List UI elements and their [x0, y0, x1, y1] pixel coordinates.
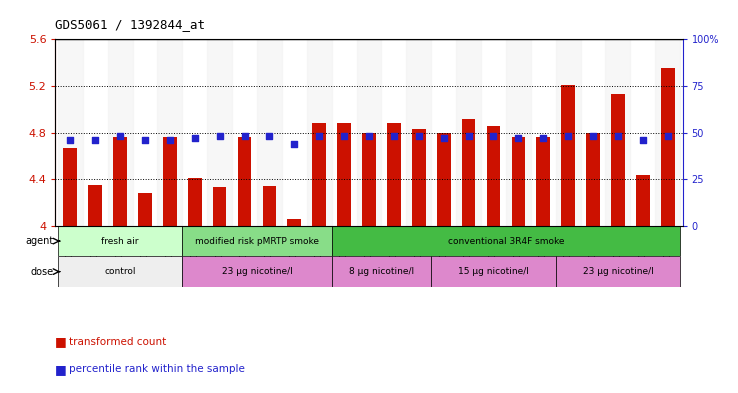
- Bar: [89, 185, 102, 226]
- Bar: [437, 132, 450, 226]
- Bar: [407, 39, 431, 226]
- Bar: [182, 256, 331, 287]
- Bar: [661, 68, 675, 226]
- Bar: [537, 137, 550, 226]
- Text: control: control: [104, 267, 136, 276]
- Point: [662, 133, 674, 140]
- Bar: [605, 39, 630, 226]
- Bar: [356, 39, 382, 226]
- Bar: [486, 126, 500, 226]
- Text: 15 μg nicotine/l: 15 μg nicotine/l: [458, 267, 529, 276]
- Bar: [312, 123, 326, 226]
- Text: agent: agent: [26, 236, 54, 246]
- Point: [64, 137, 76, 143]
- Bar: [238, 137, 252, 226]
- Point: [637, 137, 649, 143]
- Bar: [207, 39, 232, 226]
- Bar: [431, 256, 556, 287]
- Bar: [307, 39, 331, 226]
- Bar: [213, 187, 227, 226]
- Point: [214, 133, 226, 140]
- Point: [238, 133, 250, 140]
- Bar: [462, 119, 475, 226]
- Point: [164, 137, 176, 143]
- Bar: [412, 129, 426, 226]
- Bar: [586, 132, 600, 226]
- Bar: [511, 137, 525, 226]
- Text: dose: dose: [31, 266, 54, 277]
- Text: ■: ■: [55, 335, 67, 349]
- Point: [114, 133, 126, 140]
- Point: [438, 135, 449, 141]
- Bar: [288, 219, 301, 226]
- Bar: [188, 178, 201, 226]
- Point: [488, 133, 500, 140]
- Bar: [611, 94, 625, 226]
- Point: [89, 137, 101, 143]
- Text: conventional 3R4F smoke: conventional 3R4F smoke: [448, 237, 564, 246]
- Bar: [58, 226, 182, 256]
- Text: ■: ■: [55, 363, 67, 376]
- Text: percentile rank within the sample: percentile rank within the sample: [69, 364, 244, 375]
- Bar: [257, 39, 282, 226]
- Point: [413, 133, 424, 140]
- Bar: [157, 39, 182, 226]
- Bar: [506, 39, 531, 226]
- Bar: [182, 226, 331, 256]
- Bar: [636, 174, 649, 226]
- Bar: [337, 123, 351, 226]
- Bar: [108, 39, 133, 226]
- Bar: [263, 186, 276, 226]
- Bar: [655, 39, 680, 226]
- Text: 8 μg nicotine/l: 8 μg nicotine/l: [349, 267, 414, 276]
- Text: fresh air: fresh air: [101, 237, 139, 246]
- Point: [537, 135, 549, 141]
- Bar: [63, 148, 77, 226]
- Point: [612, 133, 624, 140]
- Point: [562, 133, 574, 140]
- Point: [263, 133, 275, 140]
- Bar: [331, 226, 680, 256]
- Text: transformed count: transformed count: [69, 337, 166, 347]
- Text: 23 μg nicotine/l: 23 μg nicotine/l: [221, 267, 292, 276]
- Point: [363, 133, 375, 140]
- Bar: [362, 132, 376, 226]
- Point: [314, 133, 325, 140]
- Bar: [556, 256, 680, 287]
- Point: [289, 141, 300, 147]
- Bar: [562, 85, 575, 226]
- Bar: [58, 39, 83, 226]
- Point: [463, 133, 475, 140]
- Bar: [113, 137, 127, 226]
- Bar: [556, 39, 581, 226]
- Bar: [456, 39, 481, 226]
- Text: 23 μg nicotine/l: 23 μg nicotine/l: [582, 267, 653, 276]
- Bar: [138, 193, 152, 226]
- Bar: [163, 137, 176, 226]
- Bar: [331, 256, 431, 287]
- Point: [139, 137, 151, 143]
- Point: [587, 133, 599, 140]
- Point: [388, 133, 400, 140]
- Point: [338, 133, 350, 140]
- Text: modified risk pMRTP smoke: modified risk pMRTP smoke: [195, 237, 319, 246]
- Point: [189, 135, 201, 141]
- Point: [512, 135, 524, 141]
- Text: GDS5061 / 1392844_at: GDS5061 / 1392844_at: [55, 18, 205, 31]
- Bar: [387, 123, 401, 226]
- Bar: [58, 256, 182, 287]
